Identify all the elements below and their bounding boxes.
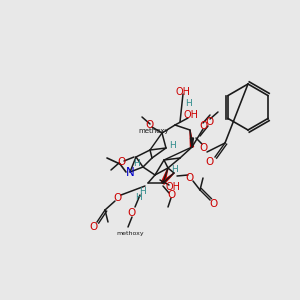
Text: methoxy: methoxy — [116, 230, 144, 236]
Text: H: H — [172, 166, 178, 175]
Text: H: H — [135, 194, 141, 202]
Text: OH: OH — [176, 87, 190, 97]
Text: O: O — [167, 190, 175, 200]
Text: O: O — [199, 121, 207, 131]
Text: O: O — [117, 157, 125, 167]
Text: H: H — [140, 187, 146, 196]
Text: O: O — [206, 157, 214, 167]
Text: O: O — [186, 173, 194, 183]
Text: OH: OH — [166, 182, 181, 192]
Text: H: H — [133, 160, 140, 169]
Text: H: H — [184, 98, 191, 107]
Text: O: O — [146, 120, 154, 130]
Text: O: O — [200, 143, 208, 153]
Text: O: O — [206, 117, 214, 127]
Text: O: O — [210, 199, 218, 209]
Text: O: O — [114, 193, 122, 203]
Text: N: N — [126, 166, 134, 178]
Polygon shape — [190, 130, 194, 147]
Polygon shape — [190, 138, 194, 147]
Polygon shape — [162, 173, 174, 184]
Polygon shape — [161, 168, 168, 184]
Text: H: H — [169, 142, 176, 151]
Text: methoxy: methoxy — [139, 128, 169, 134]
Text: OH: OH — [184, 110, 199, 120]
Text: O: O — [128, 208, 136, 218]
Text: O: O — [89, 222, 97, 232]
